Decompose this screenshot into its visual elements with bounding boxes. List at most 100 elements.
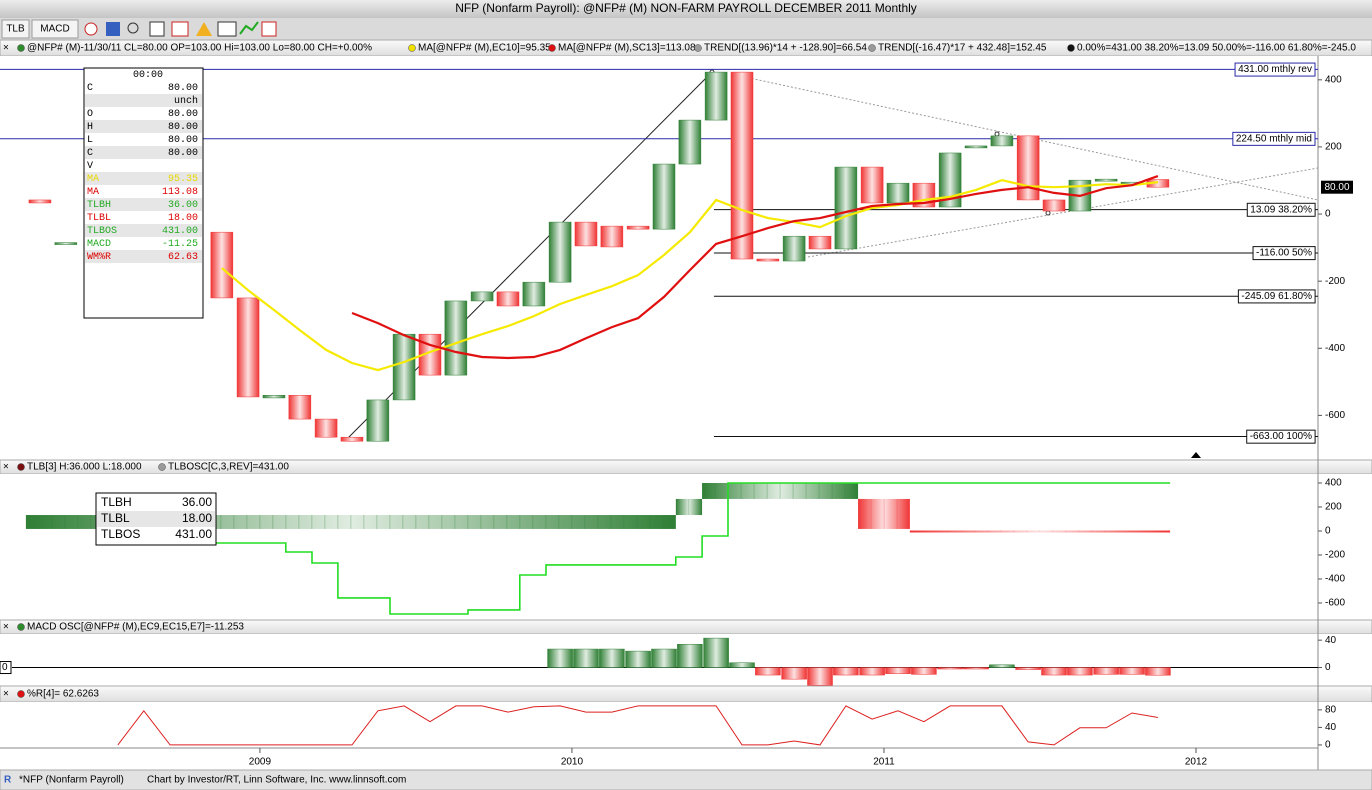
info-value: 80.00 <box>168 135 198 146</box>
title-bar <box>0 0 1372 18</box>
wr-line <box>117 705 1158 746</box>
pane-header-text: @NFP# (M)-11/30/11 CL=80.00 OP=103.00 Hi… <box>27 43 372 54</box>
macd-bar <box>859 667 885 676</box>
candle <box>574 221 598 247</box>
y-tick-label: 40 <box>1325 635 1337 646</box>
info-value: 431.00 <box>175 527 212 541</box>
info-value: 80.00 <box>168 109 198 120</box>
pane-header-text: TLB[3] H:36.000 L:18.000 <box>27 462 142 473</box>
candle <box>340 436 364 442</box>
icon[interactable] <box>106 22 120 36</box>
candle <box>808 235 832 250</box>
info-value: 95.35 <box>168 174 198 185</box>
x-tick-label: 2012 <box>1185 757 1208 768</box>
candle <box>886 182 910 204</box>
candle <box>444 300 468 376</box>
macd-bar <box>885 667 911 674</box>
macd-bar <box>833 667 859 676</box>
info-label: H <box>87 122 93 133</box>
toolbar-button[interactable] <box>31 19 79 39</box>
info-row-bg <box>85 172 202 185</box>
info-label: C <box>87 83 93 94</box>
toolbar <box>0 18 1372 40</box>
icon[interactable] <box>84 22 98 36</box>
toolbar-button-label[interactable]: TLB <box>6 24 25 35</box>
candle <box>678 119 702 165</box>
info-label: O <box>87 109 93 120</box>
data-layer <box>0 68 1318 746</box>
x-tick-label: 2010 <box>561 757 584 768</box>
y-tick-label: 0 <box>1325 209 1331 220</box>
macd-bar <box>625 650 651 668</box>
icon[interactable] <box>127 22 139 34</box>
info-box <box>83 67 204 319</box>
macd-bar <box>989 664 1015 668</box>
info-value: 80.00 <box>168 122 198 133</box>
candle <box>262 395 286 399</box>
candle <box>652 163 676 230</box>
y-tick-label: -400 <box>1325 574 1345 585</box>
icon[interactable] <box>196 22 212 36</box>
pane-header-text: MA[@NFP# (M),EC10]=95.35 <box>418 43 551 54</box>
candle <box>1094 178 1118 182</box>
candle <box>54 242 78 245</box>
info-value: 80.00 <box>168 83 198 94</box>
candle <box>288 395 312 420</box>
status-credit: Chart by Investor/RT, Linn Software, Inc… <box>147 775 406 786</box>
header-dot <box>408 44 416 52</box>
moving-average <box>351 175 1159 360</box>
macd-bar <box>573 648 599 668</box>
status-symbol: *NFP (Nonfarm Payroll) <box>19 775 124 786</box>
candle <box>496 291 520 307</box>
toolbar-button-label[interactable]: MACD <box>40 24 69 35</box>
candle <box>1016 135 1040 201</box>
info-row-bg <box>85 120 202 133</box>
header-dot <box>694 44 702 52</box>
info-value: 80.00 <box>168 148 198 159</box>
info-row-bg <box>85 94 202 107</box>
level-label: -116.00 50% <box>1256 248 1312 259</box>
icon[interactable] <box>261 21 277 37</box>
y-tick-label: 200 <box>1325 142 1342 153</box>
toolbar-button[interactable] <box>1 19 30 39</box>
pane-header-text: TREND[(-16.47)*17 + 432.48]=152.45 <box>878 43 1047 54</box>
x-tick-label: 2011 <box>873 757 895 768</box>
y-tick-label: 400 <box>1325 74 1342 85</box>
y-tick-label: 0 <box>1325 740 1331 751</box>
candle <box>782 235 806 262</box>
icon[interactable] <box>239 21 259 35</box>
icon[interactable] <box>171 21 189 37</box>
toolbar-icons[interactable] <box>84 21 277 37</box>
pane-header-text: %R[4]= 62.6263 <box>27 689 99 700</box>
icon[interactable] <box>217 21 237 37</box>
candle <box>860 166 884 204</box>
macd-bar <box>755 667 781 676</box>
info-value: unch <box>174 95 198 107</box>
macd-bar <box>911 667 937 675</box>
info-row-bg <box>85 146 202 159</box>
info-value: 36.00 <box>168 200 198 211</box>
info-value: 113.08 <box>162 187 198 198</box>
macd-bar <box>807 667 833 686</box>
candle <box>730 71 754 260</box>
candle <box>366 399 390 442</box>
pane-header-text: MA[@NFP# (M),SC13]=113.08 <box>558 43 696 54</box>
candle <box>600 225 624 248</box>
level-label-box <box>1246 429 1316 444</box>
macd-bar <box>599 648 625 668</box>
y-tick-label: -600 <box>1325 410 1345 421</box>
header-dot <box>868 44 876 52</box>
info-label: TLBL <box>87 213 111 224</box>
y-tick-label: -600 <box>1325 598 1345 609</box>
candle <box>1042 199 1066 212</box>
pane-header-text: 0.00%=431.00 38.20%=13.09 50.00%=-116.00… <box>1077 43 1356 54</box>
header-dot <box>17 623 25 631</box>
macd-bar <box>677 644 703 668</box>
header-dot <box>17 463 25 471</box>
icon[interactable] <box>149 21 165 37</box>
info-label: WM%R <box>87 252 111 263</box>
y-tick-label: 80 <box>1325 705 1337 716</box>
tlb-block <box>909 530 1171 533</box>
info-label: TLBH <box>87 200 111 211</box>
